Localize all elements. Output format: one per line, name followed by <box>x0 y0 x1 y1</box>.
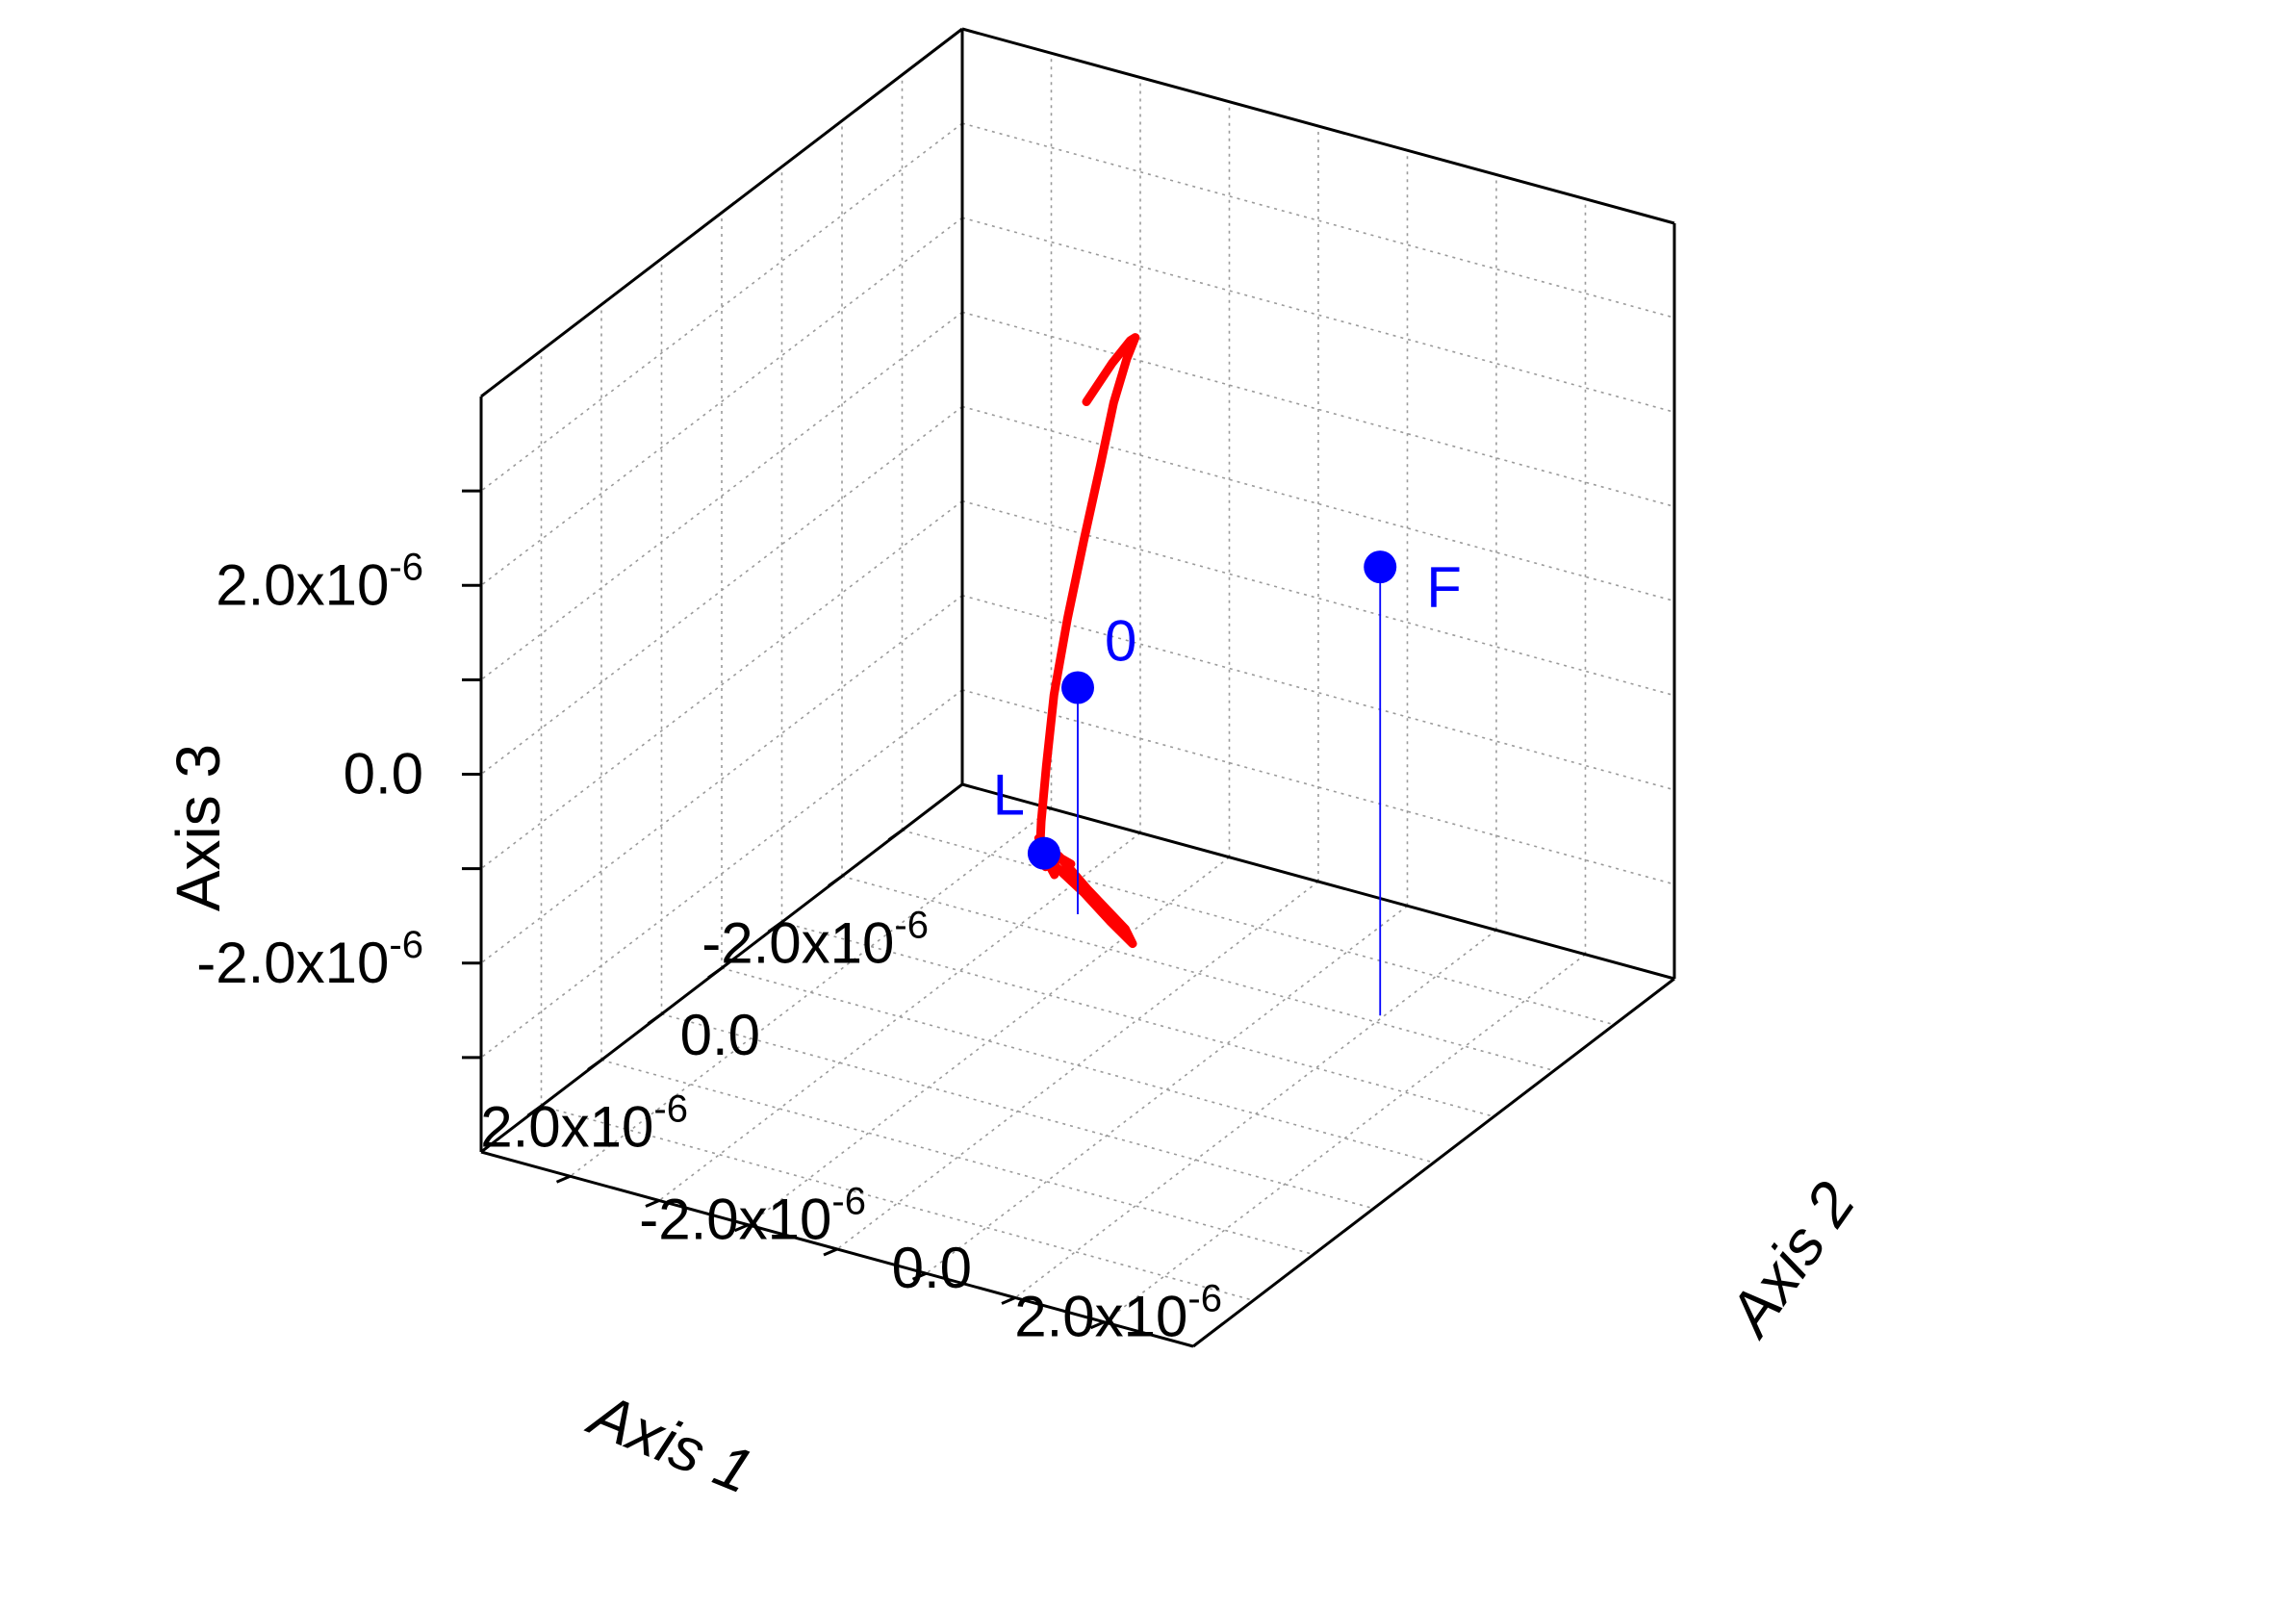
point-marker <box>1061 671 1094 704</box>
tick-mark <box>828 875 843 887</box>
tick-mark <box>911 1271 928 1281</box>
axis1-title: Axis 1 <box>577 1378 762 1507</box>
grid-line <box>480 217 963 586</box>
tick-mark <box>1001 1296 1016 1305</box>
tick-mark <box>587 1059 602 1071</box>
tick-mark <box>645 1199 660 1208</box>
axis3-tick-label: -2.0x10-6 <box>196 924 423 995</box>
grid-line <box>926 905 1408 1274</box>
frame-edge <box>961 27 1675 225</box>
axis3-tick-label: 2.0x10-6 <box>216 546 423 617</box>
point-label: F <box>1426 555 1462 620</box>
axis1-tick-label: -2.0x10-6 <box>702 905 929 976</box>
grid-line <box>570 807 1052 1177</box>
tick-mark <box>733 1223 750 1233</box>
grid-line <box>836 881 1319 1250</box>
frame-edge <box>1192 977 1675 1348</box>
axis2-tick-label: 0.0 <box>892 1236 972 1300</box>
tick-mark <box>1089 1320 1106 1330</box>
axis1-tick-label: 0.0 <box>680 1003 760 1067</box>
grid-line <box>480 405 963 776</box>
axis2-tick-label: 2.0x10-6 <box>1014 1278 1222 1349</box>
grid-line <box>1104 954 1586 1323</box>
tick-mark <box>887 829 904 841</box>
frame-edge <box>961 782 1675 981</box>
grid-line <box>480 311 963 681</box>
data-layer <box>1027 333 1397 1016</box>
frame-edge <box>480 27 963 398</box>
grid-line <box>841 875 1555 1072</box>
tick-mark <box>526 1105 543 1117</box>
grid-line <box>480 122 963 492</box>
axis-ticks <box>462 489 1106 1330</box>
grid-line <box>961 217 1675 414</box>
grid-line <box>1014 929 1497 1299</box>
axis3-tick-label: 0.0 <box>344 742 423 806</box>
point-label: L <box>993 763 1025 828</box>
grid-line <box>480 499 963 870</box>
tick-mark <box>555 1174 572 1184</box>
axis2-tick-label: -2.0x10-6 <box>639 1181 866 1252</box>
grid-line <box>480 595 963 964</box>
tick-mark <box>767 921 783 933</box>
point-marker <box>1027 836 1060 870</box>
grid-line <box>748 857 1230 1226</box>
point-marker <box>1364 550 1397 584</box>
tick-mark <box>647 1012 663 1025</box>
tick-mark <box>707 966 723 980</box>
axis2-title: Axis 2 <box>1713 1169 1868 1349</box>
point-label: 0 <box>1105 609 1136 674</box>
grid-line <box>902 829 1615 1026</box>
axis3-title: Axis 3 <box>164 744 233 911</box>
grid-layer <box>480 53 1675 1323</box>
grid-line <box>658 831 1141 1202</box>
axis1-tick-label: 2.0x10-6 <box>480 1088 688 1160</box>
tick-mark <box>823 1247 838 1257</box>
